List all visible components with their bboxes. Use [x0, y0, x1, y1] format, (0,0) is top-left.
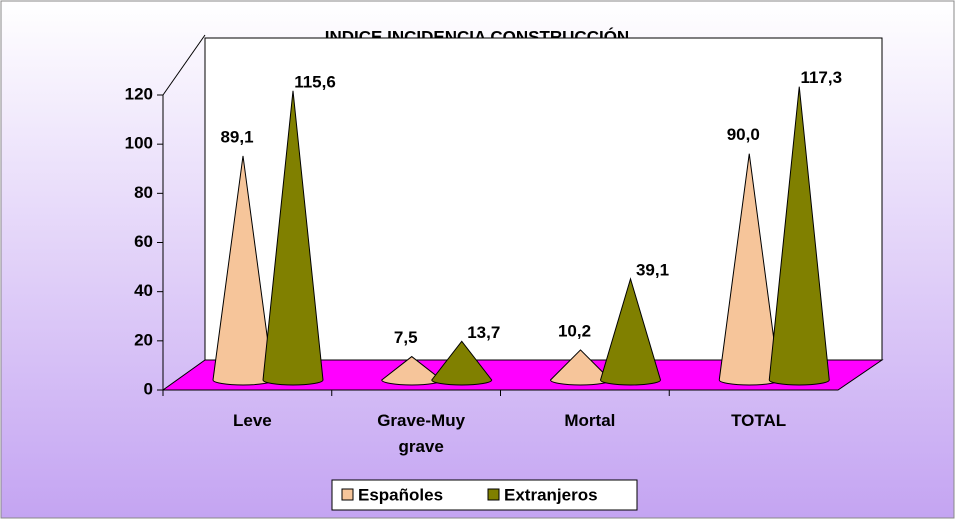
legend-swatch	[341, 488, 354, 501]
x-tick-label: TOTAL	[731, 411, 787, 430]
legend-swatch	[487, 488, 500, 501]
cone	[599, 277, 662, 386]
y-tick-label: 0	[144, 379, 153, 398]
cone	[262, 90, 324, 386]
cone	[768, 86, 830, 386]
x-tick-label: Leve	[233, 411, 272, 430]
y-tick-label: 120	[125, 84, 153, 103]
value-label: 89,1	[220, 127, 253, 146]
legend-box	[331, 479, 638, 511]
value-label: 7,5	[394, 328, 418, 347]
value-label: 90,0	[727, 125, 760, 144]
value-label: 117,3	[800, 68, 842, 87]
y-tick-label: 100	[125, 134, 153, 153]
legend-label: Españoles	[358, 485, 443, 504]
y-tick-label: 60	[134, 232, 153, 251]
y-tick-label: 80	[134, 183, 153, 202]
legend-label: Extranjeros	[504, 485, 598, 504]
value-label: 115,6	[294, 72, 336, 91]
x-tick-label: Grave-Muy grave	[377, 411, 466, 456]
side-edge	[162, 34, 206, 96]
cone	[431, 340, 493, 386]
x-tick-label: Mortal	[564, 411, 616, 430]
value-label: 10,2	[558, 321, 591, 340]
y-tick-label: 20	[134, 330, 153, 349]
value-label: 13,7	[467, 323, 500, 342]
y-tick-label: 40	[134, 281, 153, 300]
value-label: 39,1	[636, 260, 669, 279]
